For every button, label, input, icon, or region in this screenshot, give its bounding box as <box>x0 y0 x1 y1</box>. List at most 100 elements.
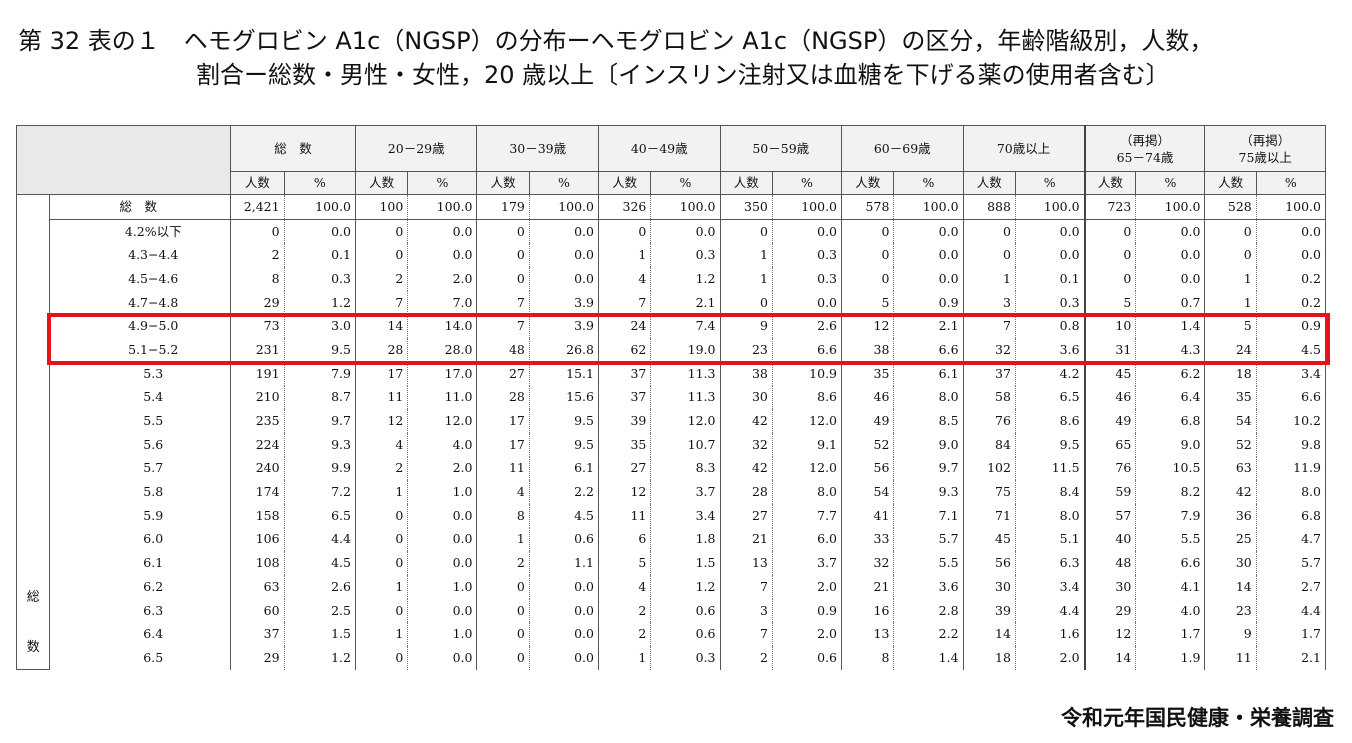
cell-count: 102 <box>963 456 1016 481</box>
cell-percent: 100.0 <box>772 194 843 220</box>
cell-percent: 6.6 <box>1135 551 1206 575</box>
cell-count: 5 <box>841 290 895 315</box>
cell-percent: 8.6 <box>1015 409 1086 433</box>
cell-count: 75 <box>963 480 1016 504</box>
cell-percent: 1.4 <box>893 646 964 670</box>
header-group-label: （再掲） <box>1240 132 1291 148</box>
cell-percent: 5.5 <box>893 551 964 575</box>
cell-percent: 9.8 <box>1256 432 1327 457</box>
cell-percent: 0.0 <box>1015 219 1086 244</box>
cell-percent: 4.0 <box>1135 598 1206 623</box>
cell-percent: 4.7 <box>1256 527 1327 552</box>
cell-percent: 2.2 <box>893 622 964 647</box>
source-footer: 令和元年国民健康・栄養調査 <box>1061 706 1334 730</box>
table-row: 5.1−5.2 231 9.5 28 28.0 48 26.8 62 19.0 23 6.6 38 6.… <box>17 338 1327 362</box>
cell-count: 108 <box>230 551 285 575</box>
cell-count: 0 <box>476 267 530 291</box>
row-label: 4.5−4.6 <box>49 267 232 291</box>
table-body: 総数総 数 2,421 100.0 100 100.0 179 100.0 326 100.0 3… <box>15 194 1327 671</box>
table-row: 6.5 29 1.2 0 0.0 0 0.0 1 0.3 2 0.6 8 1.4 18 2.0 14 1.9 11… <box>17 646 1327 670</box>
cell-percent: 9.0 <box>893 432 964 457</box>
cell-count: 16 <box>841 598 895 623</box>
cell-percent: 1.0 <box>407 622 478 647</box>
cell-percent: 10.2 <box>1256 409 1327 433</box>
cell-count: 5 <box>1083 290 1137 315</box>
cell-count: 12 <box>841 314 895 339</box>
cell-count: 0 <box>841 267 895 291</box>
cell-percent: 6.1 <box>893 361 964 386</box>
cell-count: 1 <box>1204 290 1257 315</box>
cell-percent: 3.7 <box>650 480 721 504</box>
table-row: 5.3 191 7.9 17 17.0 27 15.1 37 11.3 38 10.9 35 6.1 37… <box>17 361 1327 386</box>
table-row: 4.5−4.6 8 0.3 2 2.0 0 0.0 4 1.2 1 0.3 0 0.0 1 0.1 0 0.0 1… <box>17 267 1327 291</box>
cell-count: 0 <box>355 219 409 244</box>
cell-percent: 7.9 <box>284 361 356 386</box>
cell-percent: 1.9 <box>1135 646 1206 670</box>
cell-count: 13 <box>841 622 895 647</box>
cell-count: 0 <box>1083 219 1137 244</box>
cell-count: 7 <box>476 314 530 339</box>
cell-count: 39 <box>963 598 1016 623</box>
cell-count: 27 <box>598 456 652 481</box>
cell-percent: 2.6 <box>772 314 843 339</box>
cell-percent: 3.0 <box>284 314 356 339</box>
cell-count: 12 <box>1083 622 1137 647</box>
cell-count: 100 <box>355 194 409 220</box>
cell-count: 7 <box>720 622 773 647</box>
cell-count: 13 <box>720 551 773 575</box>
cell-count: 4 <box>598 267 652 291</box>
cell-count: 25 <box>1204 527 1257 552</box>
header-percent: % <box>407 171 478 195</box>
header-percent: % <box>650 171 721 195</box>
cell-percent: 7.4 <box>650 314 721 339</box>
header-percent: % <box>1255 171 1327 195</box>
cell-count: 231 <box>230 338 285 362</box>
cell-percent: 1.5 <box>284 622 356 647</box>
cell-percent: 14.0 <box>407 314 478 339</box>
cell-count: 17 <box>476 432 530 457</box>
cell-percent: 1.7 <box>1256 622 1327 647</box>
cell-percent: 3.9 <box>529 314 599 339</box>
cell-count: 14 <box>355 314 409 339</box>
cell-percent: 4.1 <box>1135 575 1206 599</box>
cell-count: 30 <box>1204 551 1257 575</box>
header-group-label: 60－69歳 <box>873 141 931 156</box>
cell-percent: 5.7 <box>893 527 964 552</box>
cell-count: 0 <box>355 598 409 623</box>
cell-percent: 1.7 <box>1135 622 1206 647</box>
cell-percent: 0.6 <box>650 622 721 647</box>
cell-percent: 0.0 <box>529 598 599 623</box>
cell-count: 0 <box>1083 243 1137 268</box>
cell-count: 54 <box>841 480 895 504</box>
cell-count: 578 <box>841 194 895 220</box>
side-label-char: 数 <box>26 640 40 655</box>
row-label: 6.3 <box>49 598 232 623</box>
cell-percent: 5.5 <box>1135 527 1206 552</box>
cell-count: 37 <box>598 385 652 410</box>
side-label: 総数 <box>15 194 51 671</box>
cell-percent: 11.3 <box>650 385 721 410</box>
cell-count: 35 <box>1204 385 1257 410</box>
cell-count: 240 <box>230 456 285 481</box>
cell-percent: 100.0 <box>1135 194 1206 220</box>
header-group: 総 数 <box>230 125 356 172</box>
cell-count: 42 <box>1204 480 1257 504</box>
cell-percent: 9.9 <box>284 456 356 481</box>
header-count: 人数 <box>230 171 285 195</box>
header-group-label: 20－29歳 <box>387 141 445 156</box>
cell-percent: 2.7 <box>1256 575 1327 599</box>
cell-count: 528 <box>1204 194 1257 220</box>
cell-count: 42 <box>720 409 773 433</box>
cell-percent: 0.0 <box>407 551 478 575</box>
header-percent: % <box>283 171 356 195</box>
cell-count: 11 <box>355 385 409 410</box>
cell-count: 60 <box>230 598 285 623</box>
cell-percent: 6.6 <box>772 338 843 362</box>
row-label: 5.5 <box>49 409 232 433</box>
cell-count: 46 <box>841 385 895 410</box>
cell-count: 2 <box>355 267 409 291</box>
cell-percent: 2.0 <box>772 622 843 647</box>
cell-percent: 0.2 <box>1256 290 1327 315</box>
cell-count: 0 <box>355 551 409 575</box>
header-count: 人数 <box>597 171 652 195</box>
